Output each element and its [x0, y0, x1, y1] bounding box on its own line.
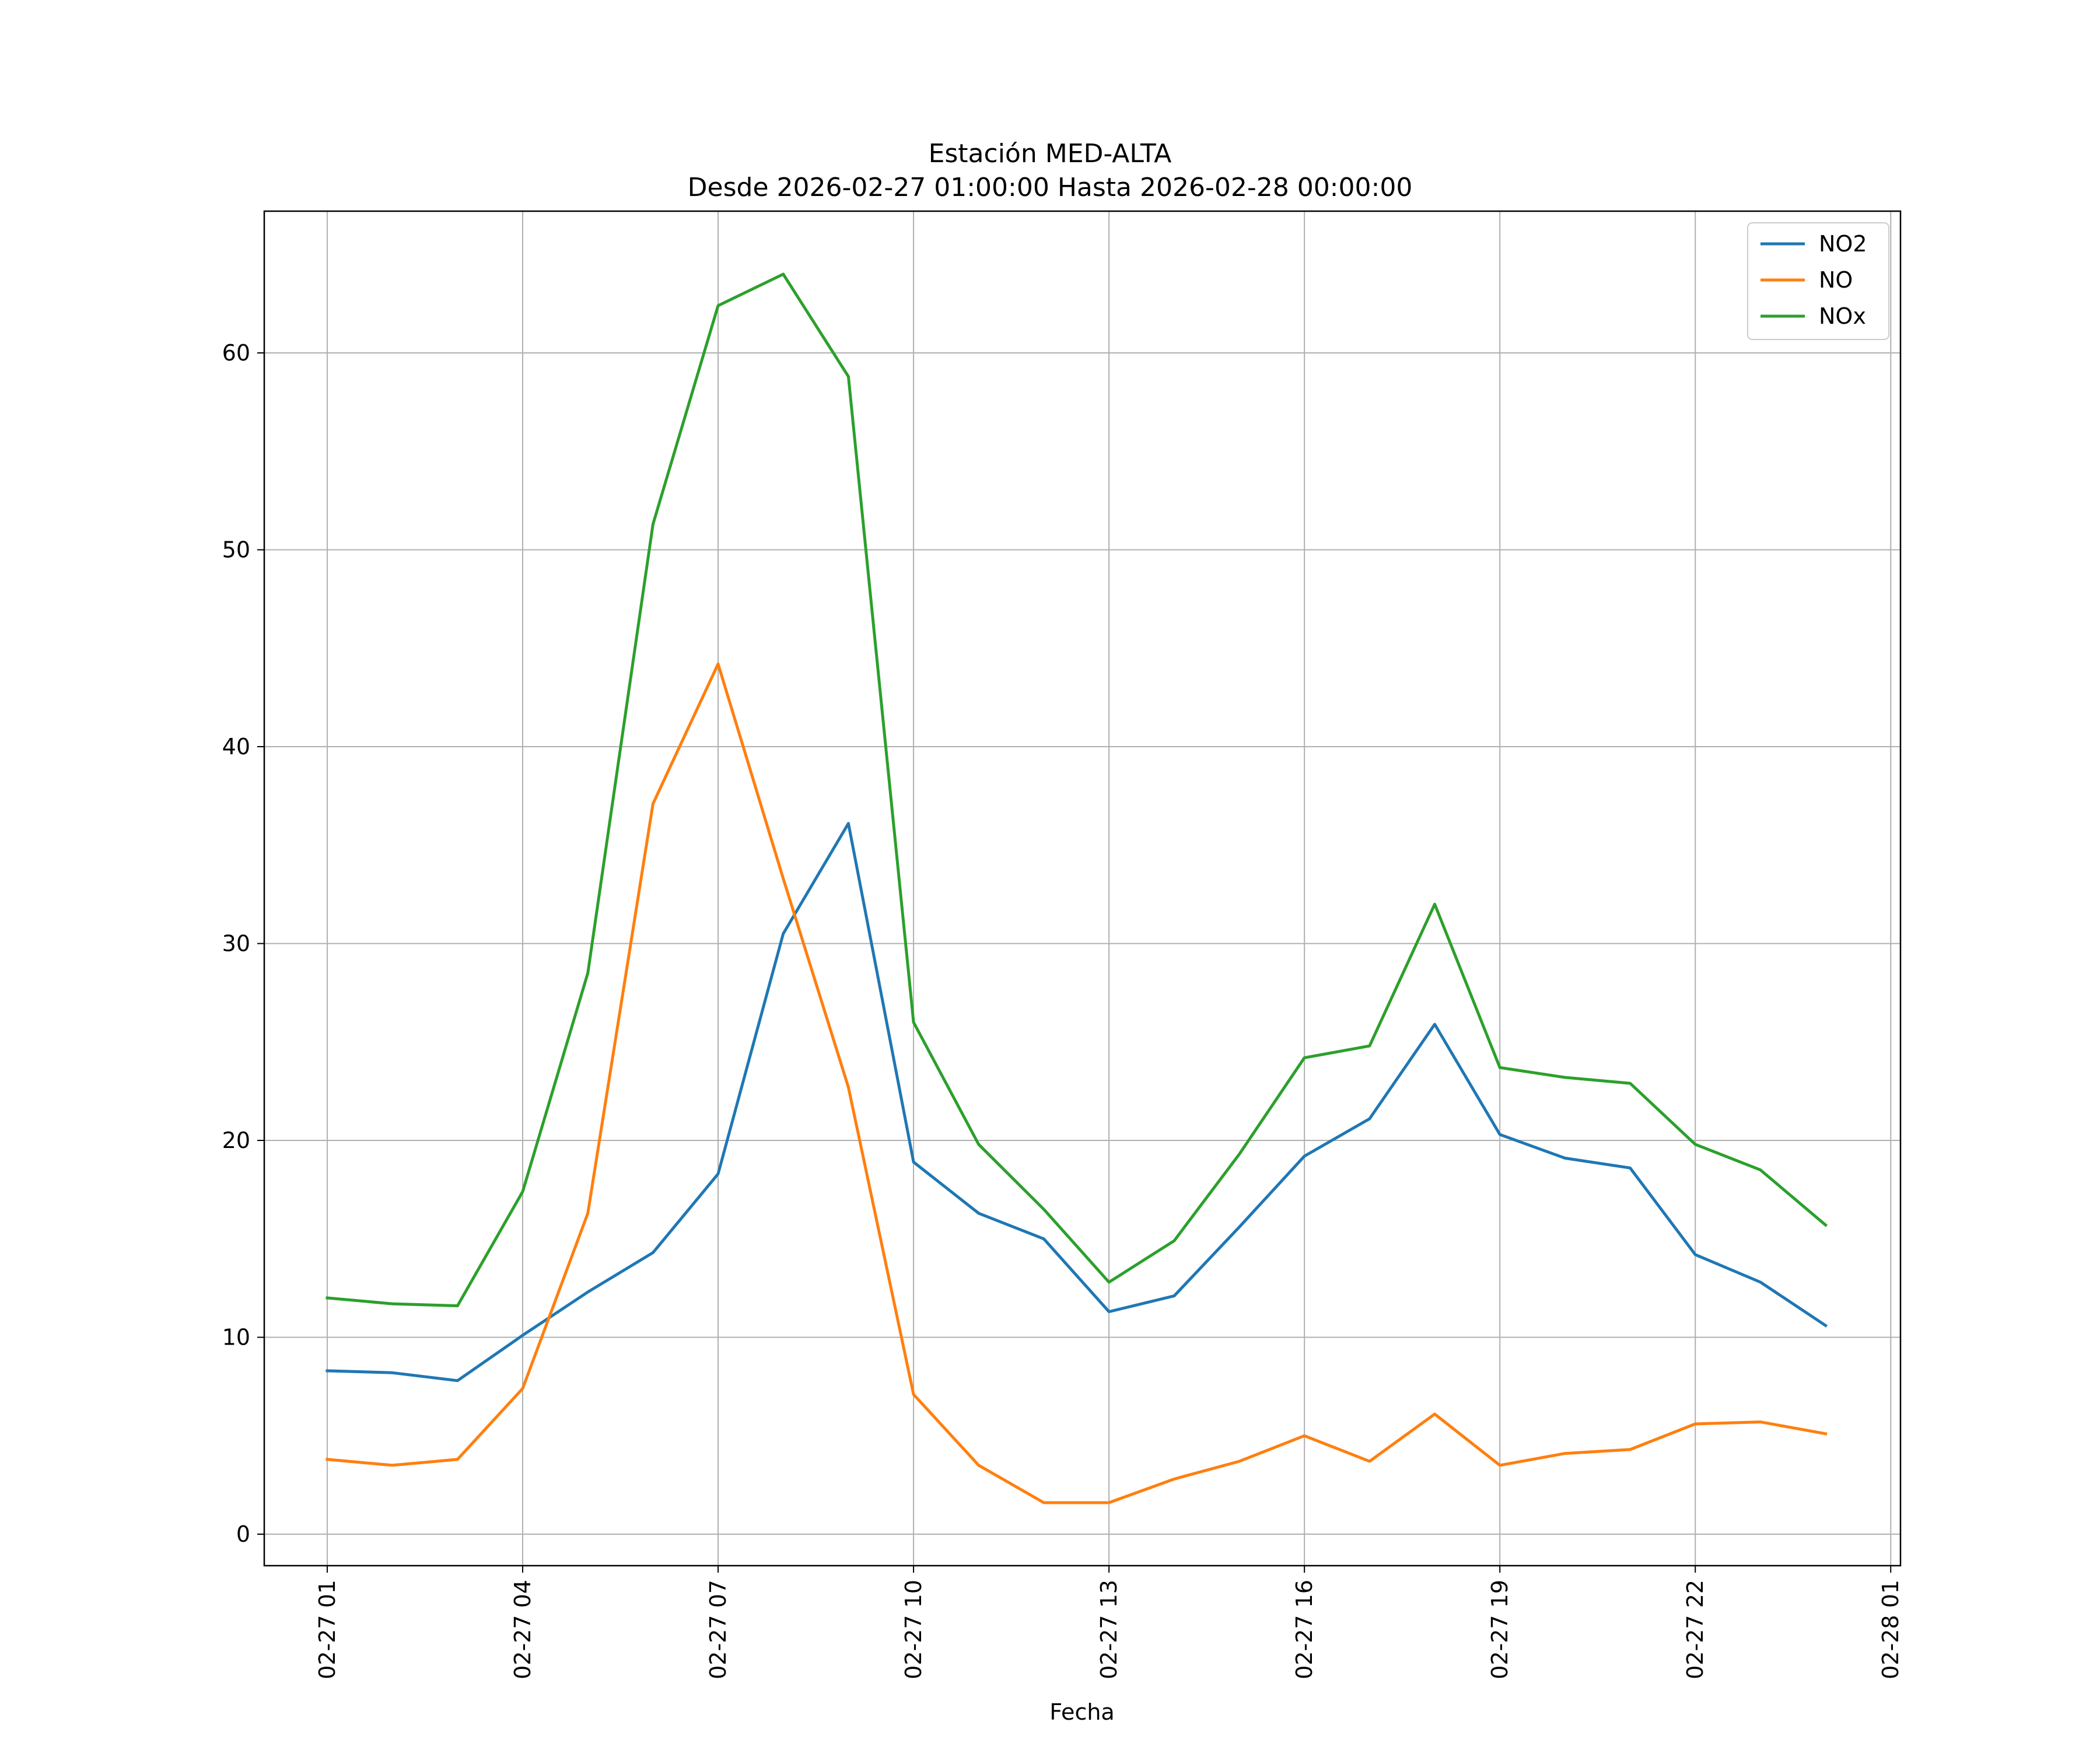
y-tick-label: 50	[222, 537, 250, 563]
legend-box	[1747, 222, 1889, 340]
y-tick-label: 10	[222, 1325, 250, 1350]
y-tick-label: 60	[222, 340, 250, 366]
x-tick-label: 02-27 10	[901, 1580, 926, 1679]
y-tick-label: 0	[236, 1521, 250, 1547]
x-tick-label: 02-28 01	[1878, 1580, 1903, 1679]
x-tick-label: 02-27 19	[1487, 1580, 1513, 1679]
series-line-nox	[326, 272, 1828, 1307]
chart-title: Estación MED-ALTA	[929, 139, 1172, 169]
chart-subtitle: Desde 2026-02-27 01:00:00 Hasta 2026-02-…	[688, 173, 1413, 202]
series-line-no	[326, 662, 1828, 1504]
x-tick-label: 02-27 16	[1292, 1580, 1317, 1679]
y-tick-label: 30	[222, 931, 250, 957]
x-tick-label: 02-27 04	[510, 1580, 536, 1679]
axis-ticks: 02-27 01 02-27 04 02-27 07 02-27 10 02-27 13…	[222, 340, 1904, 1679]
legend: NO2 NO NOx	[1747, 222, 1889, 340]
legend-label: NO2	[1819, 231, 1867, 257]
x-tick-label: 02-27 01	[314, 1580, 340, 1679]
y-tick-label: 40	[222, 734, 250, 760]
x-tick-label: 02-27 13	[1096, 1580, 1122, 1679]
legend-label: NO	[1819, 267, 1853, 293]
x-tick-label: 02-27 07	[705, 1580, 731, 1679]
grid-lines	[264, 211, 1901, 1566]
legend-label: NOx	[1819, 303, 1866, 329]
y-tick-label: 20	[222, 1128, 250, 1153]
x-tick-label: 02-27 22	[1682, 1580, 1708, 1679]
series-lines	[326, 272, 1828, 1504]
x-axis-label: Fecha	[1049, 1699, 1114, 1725]
plot-area-frame	[263, 210, 1902, 1567]
series-line-no2	[326, 822, 1828, 1382]
